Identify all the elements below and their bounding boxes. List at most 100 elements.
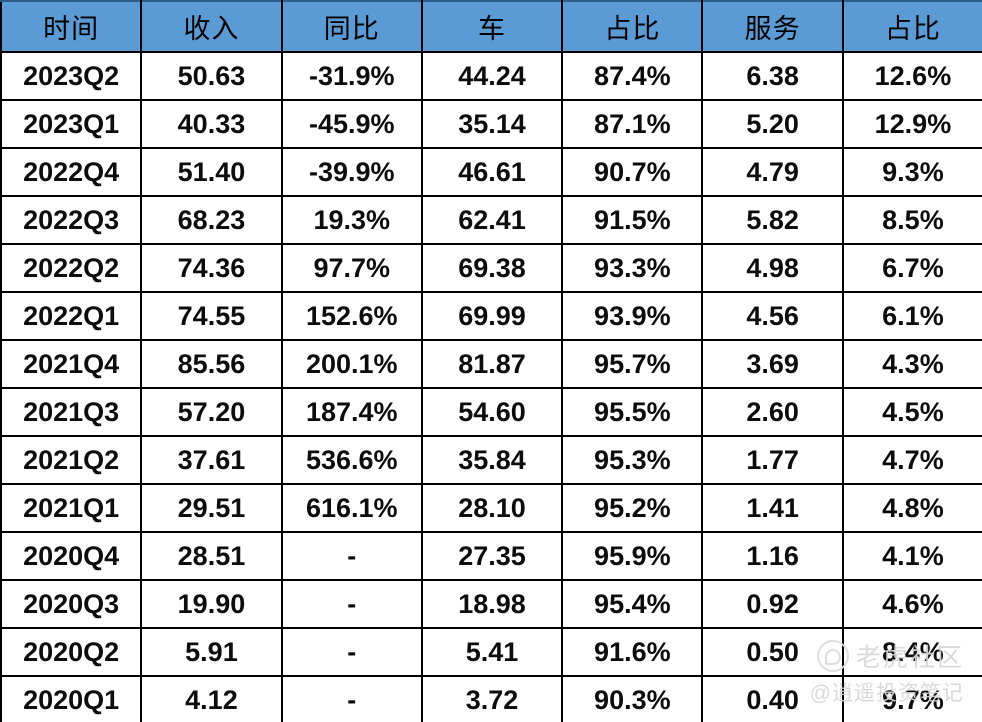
cell-time: 2020Q4 (0, 531, 143, 581)
cell-service: 6.38 (701, 51, 844, 101)
cell-vehicle: 69.99 (420, 291, 564, 341)
cell-service-share: 4.3% (841, 339, 982, 389)
cell-vehicle-share: 90.3% (561, 675, 704, 722)
cell-time: 2022Q1 (0, 291, 143, 341)
cell-service-share: 9.3% (841, 147, 982, 197)
cell-vehicle: 27.35 (420, 531, 564, 581)
cell-vehicle-share: 90.7% (561, 147, 704, 197)
column-header-service-share[interactable]: 占比 (841, 0, 982, 53)
cell-vehicle: 62.41 (420, 195, 564, 245)
table-row: 2020Q3 19.90-18.98 95.4% 0.92 4.6% (0, 579, 982, 629)
cell-revenue: 29.51 (140, 483, 283, 533)
cell-service-share: 6.1% (841, 291, 982, 341)
cell-service: 4.79 (701, 147, 844, 197)
cell-service-share: 4.5% (841, 387, 982, 437)
cell-vehicle-share: 95.7% (561, 339, 704, 389)
cell-revenue: 4.12 (140, 675, 283, 722)
table-row: 2020Q2 5.91-5.41 91.6% 0.50 8.4% (0, 627, 982, 677)
cell-revenue: 51.40 (140, 147, 283, 197)
cell-yoy: 536.6% (280, 435, 423, 485)
column-header-service[interactable]: 服务 (701, 0, 844, 53)
cell-time: 2023Q2 (0, 51, 143, 101)
cell-service-share: 4.6% (841, 579, 982, 629)
cell-revenue: 28.51 (140, 531, 283, 581)
table-row: 2021Q3 57.20 187.4% 54.60 95.5% 2.60 4.5% (0, 387, 982, 437)
cell-time: 2020Q3 (0, 579, 143, 629)
cell-time: 2020Q1 (0, 675, 143, 722)
cell-yoy: -39.9% (280, 147, 423, 197)
cell-time: 2021Q3 (0, 387, 143, 437)
cell-revenue: 5.91 (140, 627, 283, 677)
column-header-time[interactable]: 时间 (0, 0, 143, 53)
cell-vehicle-share: 95.3% (561, 435, 704, 485)
table-body: 2023Q2 50.63 -31.9% 44.24 87.4% 6.38 12.6% 2023… (0, 51, 982, 722)
cell-service-share: 8.5% (841, 195, 982, 245)
cell-yoy: -31.9% (280, 51, 423, 101)
cell-vehicle-share: 87.1% (561, 99, 704, 149)
cell-vehicle: 18.98 (420, 579, 564, 629)
cell-service-share: 8.4% (841, 627, 982, 677)
cell-service-share: 12.9% (841, 99, 982, 149)
cell-time: 2022Q2 (0, 243, 143, 293)
cell-vehicle: 35.84 (420, 435, 564, 485)
cell-service: 5.20 (701, 99, 844, 149)
cell-vehicle-share: 91.6% (561, 627, 704, 677)
cell-service: 1.16 (701, 531, 844, 581)
cell-revenue: 19.90 (140, 579, 283, 629)
cell-yoy: 200.1% (280, 339, 423, 389)
cell-yoy: - (280, 627, 423, 677)
table-row: 2021Q1 29.51 616.1% 28.10 95.2% 1.41 4.8% (0, 483, 982, 533)
table-row: 2020Q4 28.51-27.35 95.9% 1.16 4.1% (0, 531, 982, 581)
table-row: 2021Q4 85.56 200.1% 81.87 95.7% 3.69 4.3% (0, 339, 982, 389)
cell-service-share: 4.8% (841, 483, 982, 533)
table-row: 2022Q1 74.55 152.6% 69.99 93.9% 4.56 6.1% (0, 291, 982, 341)
cell-vehicle-share: 93.9% (561, 291, 704, 341)
cell-time: 2021Q2 (0, 435, 143, 485)
cell-time: 2021Q4 (0, 339, 143, 389)
cell-time: 2021Q1 (0, 483, 143, 533)
table-row: 2022Q2 74.36 97.7% 69.38 93.3% 4.98 6.7% (0, 243, 982, 293)
cell-revenue: 57.20 (140, 387, 283, 437)
column-header-vehicle[interactable]: 车 (420, 0, 564, 53)
cell-yoy: 616.1% (280, 483, 423, 533)
cell-time: 2022Q3 (0, 195, 143, 245)
column-header-vehicle-share[interactable]: 占比 (561, 0, 704, 53)
cell-yoy: - (280, 579, 423, 629)
cell-revenue: 85.56 (140, 339, 283, 389)
table-row: 2022Q3 68.23 19.3% 62.41 91.5% 5.82 8.5% (0, 195, 982, 245)
cell-service: 5.82 (701, 195, 844, 245)
table-row: 2022Q4 51.40 -39.9% 46.61 90.7% 4.79 9.3% (0, 147, 982, 197)
cell-vehicle-share: 95.4% (561, 579, 704, 629)
cell-service: 2.60 (701, 387, 844, 437)
cell-vehicle-share: 95.2% (561, 483, 704, 533)
cell-service: 0.40 (701, 675, 844, 722)
table-header-row: 时间 收入 同比 车 占比 服务 占比 (0, 0, 982, 53)
cell-yoy: 187.4% (280, 387, 423, 437)
table-row: 2021Q2 37.61 536.6% 35.84 95.3% 1.77 4.7% (0, 435, 982, 485)
cell-revenue: 74.55 (140, 291, 283, 341)
cell-service-share: 12.6% (841, 51, 982, 101)
cell-yoy: 152.6% (280, 291, 423, 341)
cell-vehicle-share: 87.4% (561, 51, 704, 101)
column-header-yoy[interactable]: 同比 (280, 0, 423, 53)
cell-vehicle: 46.61 (420, 147, 564, 197)
cell-yoy: - (280, 675, 423, 722)
cell-vehicle: 54.60 (420, 387, 564, 437)
cell-service: 1.41 (701, 483, 844, 533)
cell-service-share: 4.7% (841, 435, 982, 485)
cell-service: 3.69 (701, 339, 844, 389)
cell-service: 4.98 (701, 243, 844, 293)
cell-vehicle: 69.38 (420, 243, 564, 293)
cell-yoy: - (280, 531, 423, 581)
cell-yoy: 97.7% (280, 243, 423, 293)
table-row: 2020Q1 4.12-3.72 90.3% 0.40 9.7% (0, 675, 982, 722)
cell-vehicle: 81.87 (420, 339, 564, 389)
cell-vehicle: 28.10 (420, 483, 564, 533)
cell-vehicle-share: 95.9% (561, 531, 704, 581)
cell-vehicle: 3.72 (420, 675, 564, 722)
column-header-revenue[interactable]: 收入 (140, 0, 283, 53)
cell-vehicle: 35.14 (420, 99, 564, 149)
table-row: 2023Q1 40.33 -45.9% 35.14 87.1% 5.20 12.9% (0, 99, 982, 149)
